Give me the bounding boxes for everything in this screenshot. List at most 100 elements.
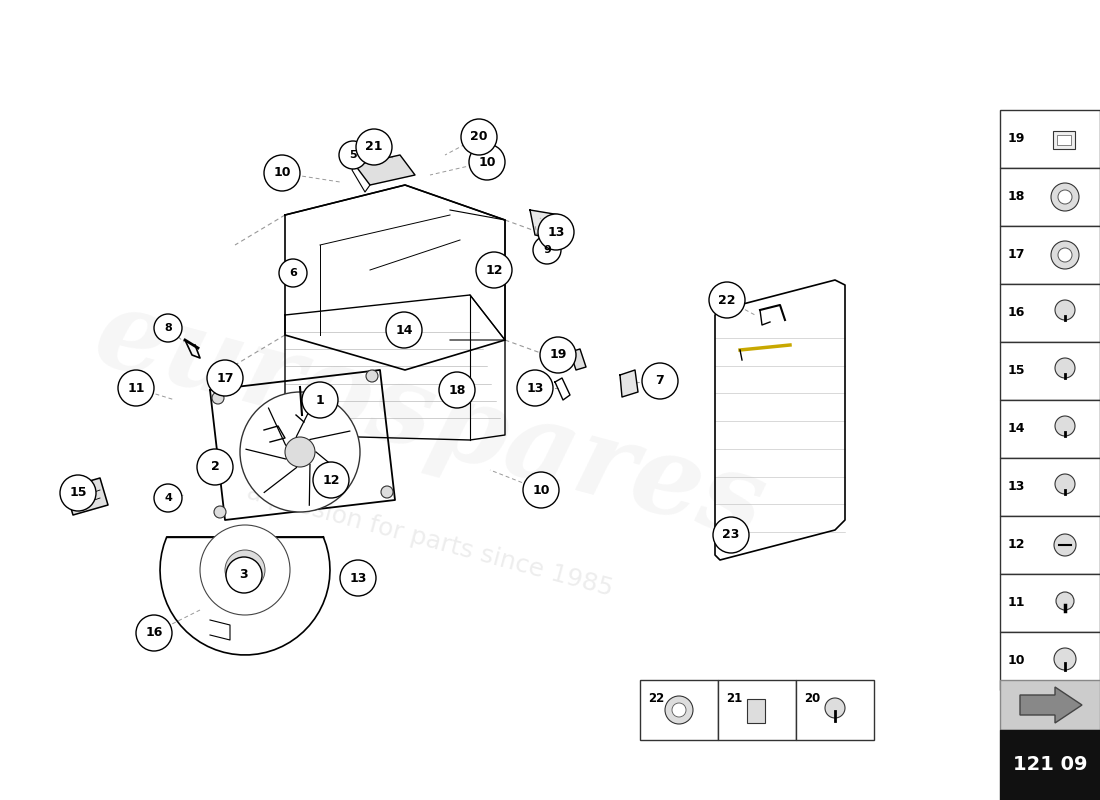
Circle shape (672, 703, 686, 717)
Circle shape (214, 506, 225, 518)
Text: 10: 10 (1008, 654, 1025, 667)
Circle shape (522, 472, 559, 508)
Circle shape (1056, 592, 1074, 610)
Circle shape (1054, 648, 1076, 670)
Circle shape (154, 314, 182, 342)
Polygon shape (1020, 687, 1082, 723)
Text: eurospares: eurospares (84, 279, 777, 561)
Circle shape (226, 550, 265, 590)
Circle shape (285, 437, 315, 467)
Circle shape (118, 370, 154, 406)
Circle shape (212, 392, 224, 404)
Text: 23: 23 (723, 529, 739, 542)
Bar (1000, 680, 1100, 730)
Text: 11: 11 (128, 382, 145, 394)
Circle shape (461, 119, 497, 155)
Circle shape (226, 557, 262, 593)
Circle shape (710, 282, 745, 318)
Text: 1: 1 (316, 394, 324, 406)
Text: 16: 16 (145, 626, 163, 639)
Bar (1000, 516, 1100, 574)
Circle shape (534, 236, 561, 264)
Text: 16: 16 (1008, 306, 1025, 319)
Text: 12: 12 (1008, 538, 1025, 551)
Bar (747, 699, 764, 723)
Text: 3: 3 (240, 569, 249, 582)
Bar (1053, 131, 1075, 149)
Polygon shape (570, 349, 586, 370)
Circle shape (386, 312, 422, 348)
Polygon shape (620, 370, 638, 397)
Text: 13: 13 (526, 382, 543, 394)
Text: 21: 21 (726, 692, 742, 705)
Circle shape (60, 475, 96, 511)
Bar (1000, 226, 1100, 284)
Text: 17: 17 (1008, 249, 1025, 262)
Circle shape (279, 259, 307, 287)
Text: 5: 5 (349, 150, 356, 160)
Text: 10: 10 (532, 483, 550, 497)
Text: a passion for parts since 1985: a passion for parts since 1985 (244, 479, 616, 601)
Circle shape (1055, 416, 1075, 436)
Text: 10: 10 (273, 166, 290, 179)
Text: 15: 15 (69, 486, 87, 499)
Text: 14: 14 (395, 323, 412, 337)
Polygon shape (530, 210, 565, 240)
Bar (796, 680, 874, 740)
Text: 12: 12 (322, 474, 340, 486)
Bar (1000, 632, 1100, 690)
Circle shape (264, 155, 300, 191)
Circle shape (642, 363, 678, 399)
Circle shape (314, 462, 349, 498)
Text: 6: 6 (289, 268, 297, 278)
Polygon shape (65, 478, 108, 515)
Circle shape (1055, 358, 1075, 378)
Circle shape (136, 615, 172, 651)
Bar (1000, 168, 1100, 226)
Text: 2: 2 (210, 461, 219, 474)
Circle shape (1058, 248, 1072, 262)
Circle shape (1055, 474, 1075, 494)
Circle shape (476, 252, 512, 288)
Circle shape (302, 382, 338, 418)
Text: 20: 20 (471, 130, 487, 143)
Text: 121 09: 121 09 (1013, 755, 1087, 774)
Circle shape (366, 370, 378, 382)
Text: 19: 19 (549, 349, 566, 362)
Circle shape (540, 337, 576, 373)
Circle shape (340, 560, 376, 596)
Circle shape (1050, 183, 1079, 211)
Circle shape (339, 141, 367, 169)
Text: 12: 12 (485, 263, 503, 277)
Bar (1000, 730, 1100, 800)
Text: 14: 14 (1008, 422, 1025, 435)
Text: 10: 10 (478, 155, 496, 169)
Text: 17: 17 (217, 371, 233, 385)
Bar (718, 680, 796, 740)
Circle shape (469, 144, 505, 180)
Polygon shape (355, 155, 415, 185)
Text: 19: 19 (1008, 133, 1025, 146)
Bar (1000, 342, 1100, 400)
Text: 13: 13 (548, 226, 564, 238)
Circle shape (1058, 190, 1072, 204)
Circle shape (825, 698, 845, 718)
Circle shape (538, 214, 574, 250)
Bar (1000, 110, 1100, 168)
Bar (1000, 458, 1100, 516)
Bar (1000, 284, 1100, 342)
Text: 22: 22 (648, 692, 664, 705)
Circle shape (200, 525, 290, 615)
Text: 4: 4 (164, 493, 172, 503)
Circle shape (197, 449, 233, 485)
Circle shape (439, 372, 475, 408)
Circle shape (1054, 534, 1076, 556)
Circle shape (240, 392, 360, 512)
Bar (1057, 135, 1071, 145)
Text: 7: 7 (656, 374, 664, 387)
Text: 21: 21 (365, 141, 383, 154)
Text: 11: 11 (1008, 597, 1025, 610)
Circle shape (207, 360, 243, 396)
Circle shape (154, 484, 182, 512)
Circle shape (517, 370, 553, 406)
